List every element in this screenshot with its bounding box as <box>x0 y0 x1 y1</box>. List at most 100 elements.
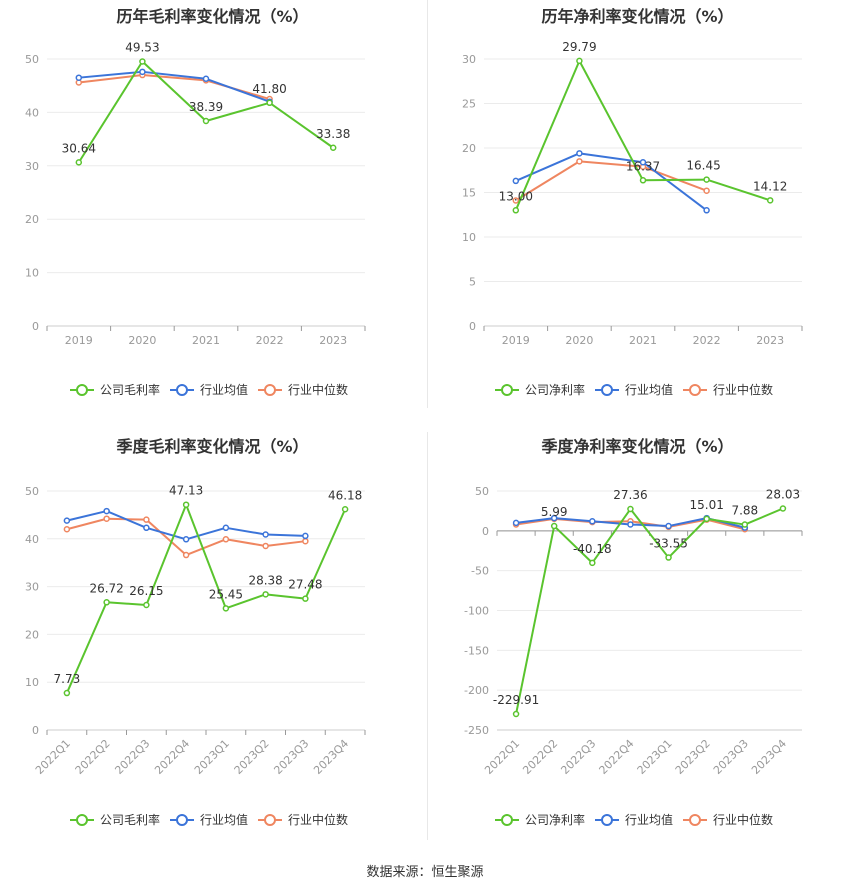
x-tick-label: 2023Q4 <box>311 737 351 777</box>
x-tick-label: 2021 <box>629 334 657 347</box>
data-label: 41.80 <box>252 82 286 96</box>
data-point <box>182 551 190 559</box>
series-line <box>65 503 347 694</box>
data-point <box>550 514 558 522</box>
data-point <box>703 515 710 523</box>
x-tick-label: 2022Q4 <box>152 737 192 777</box>
y-tick-label: 0 <box>32 320 39 333</box>
y-tick-label: 20 <box>25 213 39 226</box>
legend-label: 行业均值 <box>625 812 673 827</box>
series-line <box>514 59 771 211</box>
data-label: 33.38 <box>316 127 350 141</box>
y-tick-label: 30 <box>25 160 39 173</box>
data-label: 49.53 <box>125 41 159 55</box>
legend-swatch-marker <box>76 814 88 826</box>
data-point <box>202 75 210 83</box>
x-tick-label: 2022 <box>256 334 284 347</box>
chart-title: 季度净利率变化情况（%） <box>541 437 734 456</box>
data-label: 5.99 <box>541 505 568 519</box>
data-point <box>103 515 110 522</box>
legend-label: 行业中位数 <box>288 382 348 397</box>
x-tick-label: 2019 <box>65 334 93 347</box>
data-point <box>262 542 269 550</box>
data-label: -229.91 <box>493 693 539 707</box>
x-tick-label: 2021 <box>192 334 220 347</box>
data-point <box>182 536 190 543</box>
quarterly-net-margin-panel: 季度净利率变化情况（%） -250 -200 -150 -100 -50 0 50 2022Q… <box>425 430 850 860</box>
data-point <box>103 599 110 606</box>
data-point <box>222 536 230 543</box>
legend-label: 行业中位数 <box>713 812 773 827</box>
series-line <box>78 74 270 101</box>
legend-label: 行业均值 <box>625 382 673 397</box>
legend-swatch-marker <box>176 814 188 826</box>
y-tick-label: 0 <box>32 724 39 737</box>
x-tick-label: 2023Q1 <box>192 737 232 777</box>
y-tick-label: -100 <box>464 605 489 618</box>
legend-label: 行业均值 <box>200 382 248 397</box>
legend-swatch-marker <box>76 384 88 396</box>
data-point <box>512 177 520 185</box>
data-point <box>665 554 672 561</box>
data-point <box>512 519 520 527</box>
data-point <box>589 518 596 525</box>
data-point <box>703 176 710 183</box>
legend-label: 公司净利率 <box>525 382 585 397</box>
data-point <box>639 177 647 184</box>
legend-label: 公司毛利率 <box>100 812 160 827</box>
data-point <box>143 601 150 609</box>
x-tick-label: 2020 <box>565 334 593 347</box>
data-label: 27.36 <box>613 488 647 502</box>
data-label: 16.45 <box>686 159 720 173</box>
legend-swatch-marker <box>601 814 613 826</box>
data-label: 15.01 <box>690 498 724 512</box>
data-point <box>302 532 309 540</box>
series-line <box>78 70 270 103</box>
legend-swatch-marker <box>501 814 513 826</box>
panel-divider <box>427 432 428 840</box>
x-tick-label: 2023Q3 <box>271 737 311 777</box>
data-point <box>63 517 71 524</box>
y-tick-label: -250 <box>464 724 489 737</box>
legend-label: 公司净利率 <box>525 812 585 827</box>
panel-divider <box>427 0 428 408</box>
x-tick-label: 2022Q1 <box>33 737 73 777</box>
data-label: 16.37 <box>626 159 660 173</box>
y-tick-label: 10 <box>25 676 39 689</box>
data-point <box>703 187 710 194</box>
data-label: -40.18 <box>573 542 612 556</box>
data-point <box>222 605 230 612</box>
x-tick-label: 2022Q3 <box>112 737 152 777</box>
data-point <box>512 710 520 718</box>
data-point <box>139 68 146 76</box>
legend-label: 公司毛利率 <box>100 382 160 397</box>
data-point <box>627 521 634 528</box>
legend-swatch-marker <box>501 384 513 396</box>
quarterly-net-margin-chart: -250 -200 -150 -100 -50 0 50 2022Q12022Q22022Q3… <box>464 485 803 827</box>
data-label: 29.79 <box>562 40 596 54</box>
x-tick-label: 2023Q2 <box>673 737 713 777</box>
data-label: -33.55 <box>649 537 688 551</box>
data-label: 30.64 <box>62 141 96 155</box>
data-label: 26.72 <box>89 581 123 595</box>
data-label: 14.12 <box>753 179 787 193</box>
x-tick-label: 2023Q2 <box>232 737 272 777</box>
y-tick-label: 20 <box>462 142 476 155</box>
legend-swatch-marker <box>601 384 613 396</box>
legend-label: 行业中位数 <box>288 812 348 827</box>
data-label: 28.38 <box>248 573 282 587</box>
legend-swatch-marker <box>689 384 701 396</box>
data-point <box>302 595 309 602</box>
legend-label: 行业中位数 <box>713 382 773 397</box>
y-tick-label: -150 <box>464 644 489 657</box>
x-tick-label: 2020 <box>128 334 156 347</box>
x-tick-label: 2023 <box>319 334 347 347</box>
x-tick-label: 2022Q3 <box>558 737 598 777</box>
legend-label: 行业均值 <box>200 812 248 827</box>
data-point <box>639 158 647 166</box>
data-point <box>550 522 558 530</box>
y-tick-label: 50 <box>25 53 39 66</box>
chart-title: 历年净利率变化情况（%） <box>541 7 734 26</box>
y-tick-label: 15 <box>462 187 476 200</box>
data-label: 7.88 <box>731 504 758 518</box>
